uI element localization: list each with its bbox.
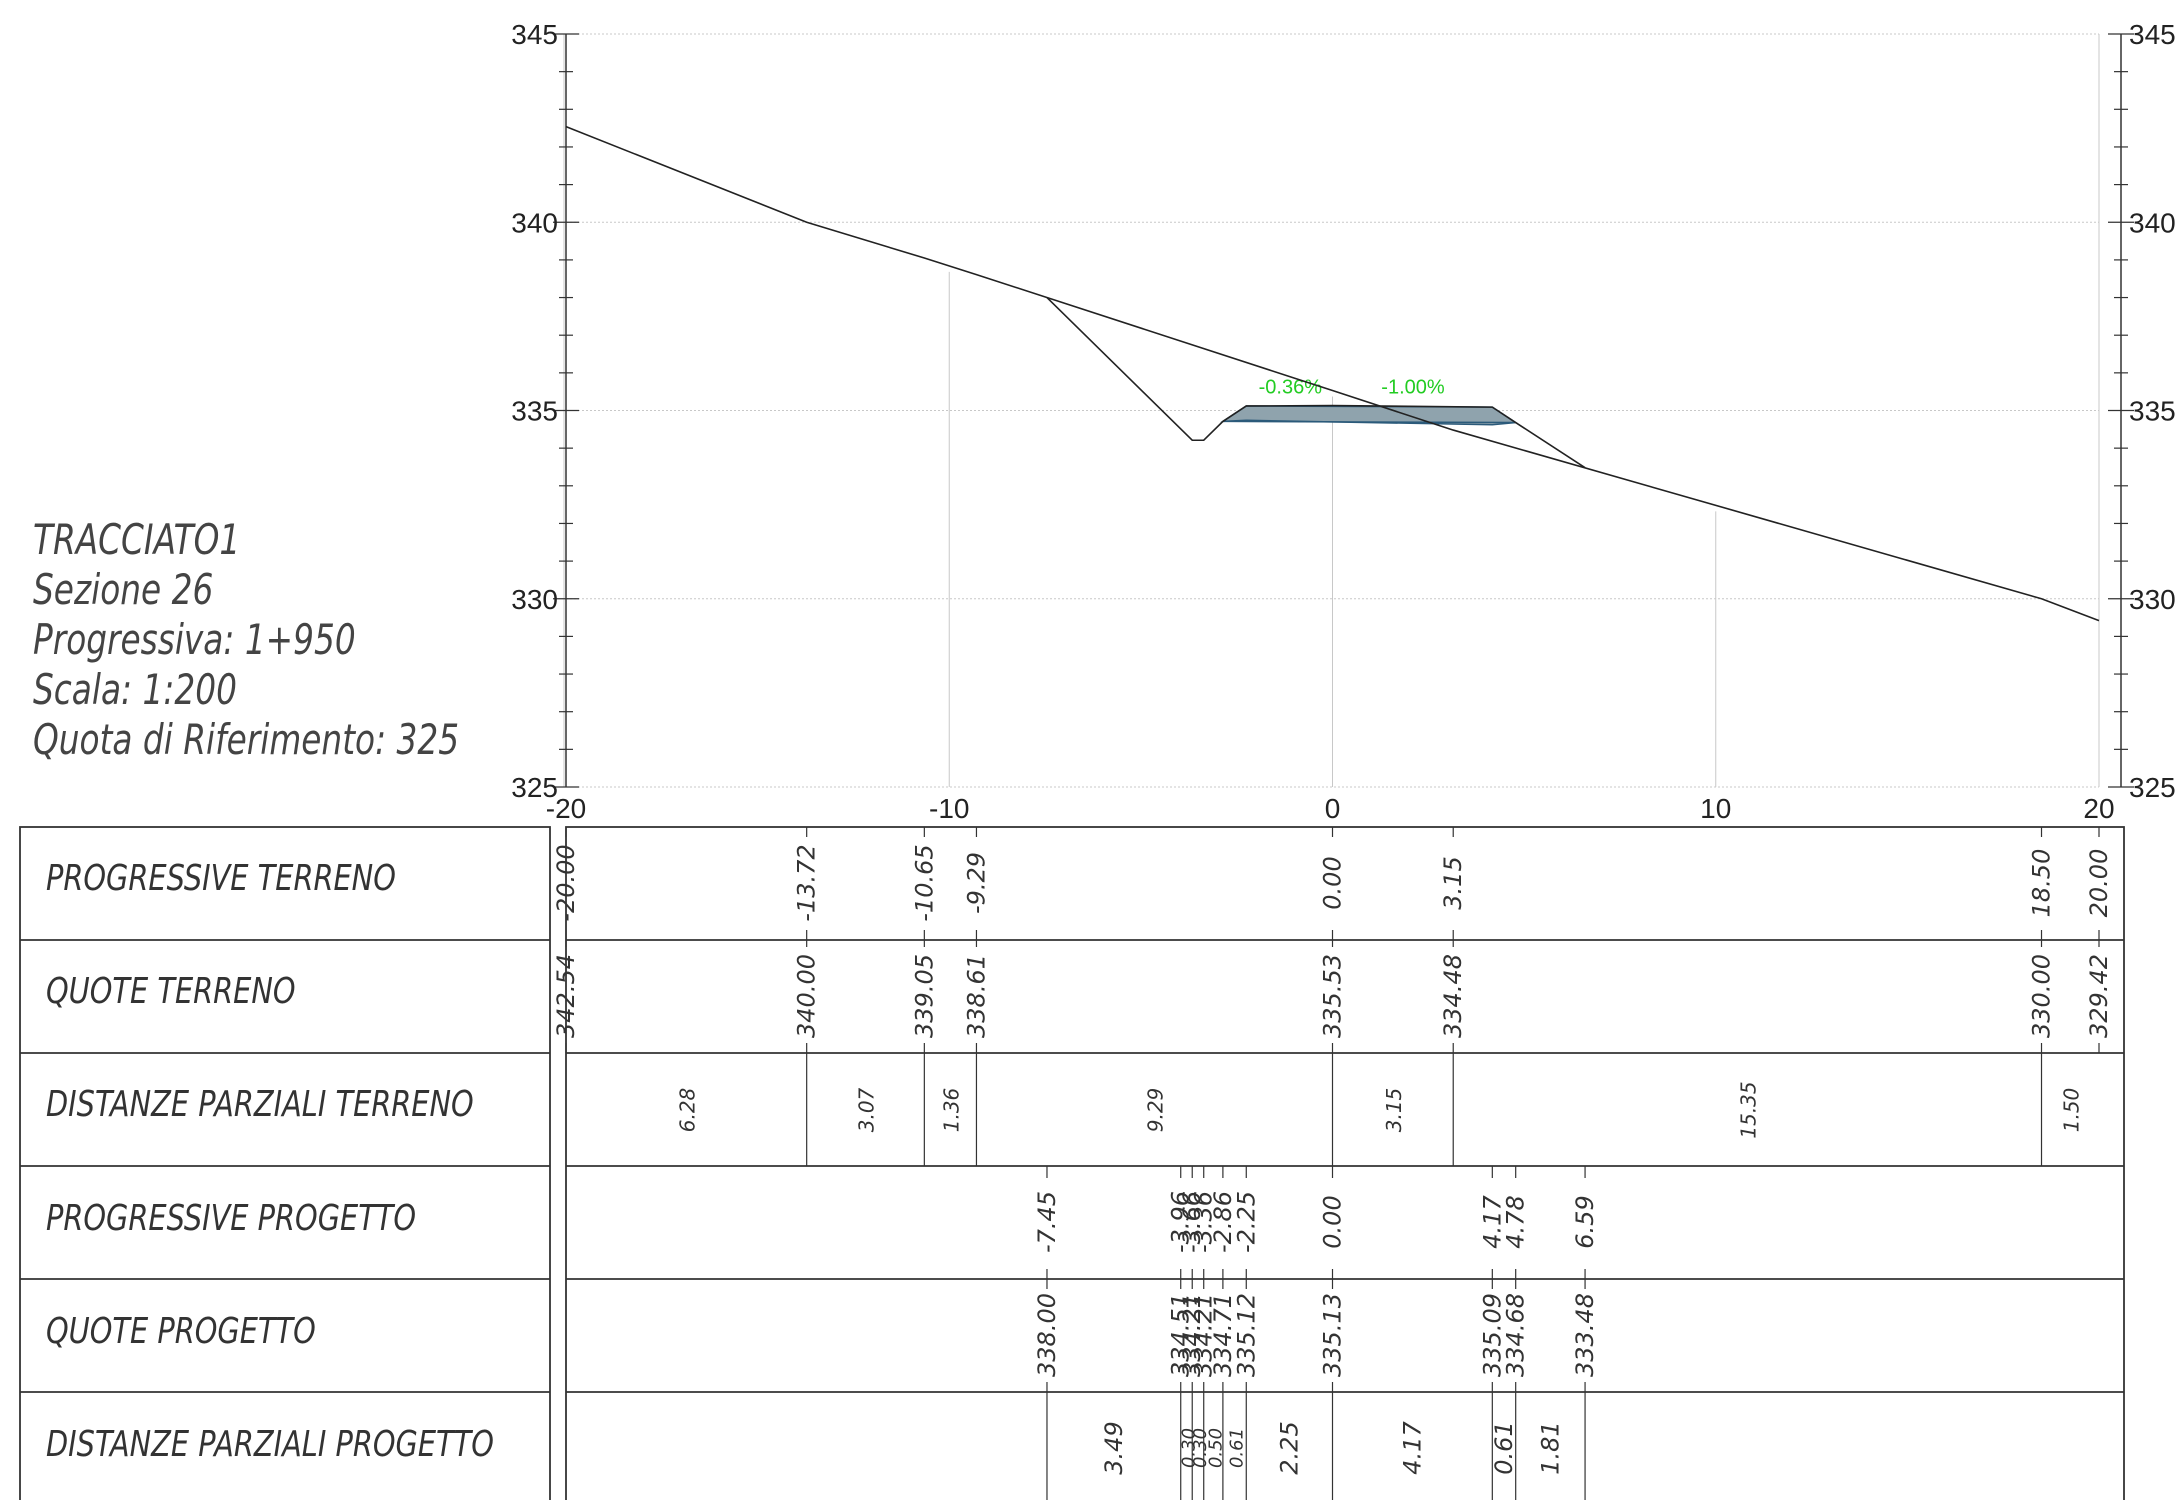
dist-progetto-value: 3.49 (1100, 1421, 1128, 1474)
quote-terreno-value: 335.53 (1319, 954, 1347, 1038)
scale: Scala: 1:200 (33, 665, 237, 714)
row-label-quote-terreno: QUOTE TERRENO (46, 971, 296, 1012)
y-tick-label-left: 325 (511, 772, 558, 803)
quote-terreno-value: 340.00 (793, 954, 821, 1038)
dist-terreno-value: 3.07 (855, 1087, 879, 1132)
data-table: -20.00 342.54 -13.72 340.00 -10.65 339.05 -9.2… (19, 826, 2125, 1500)
prog-terreno-value: 3.15 (1439, 856, 1467, 909)
label-box (19, 826, 551, 1500)
prog-progetto-value: 0.00 (1319, 1195, 1347, 1248)
prog-progetto-value: -2.25 (1232, 1191, 1260, 1253)
quote-progetto-value: 333.48 (1571, 1293, 1599, 1377)
quote-terreno-value: 329.42 (2085, 954, 2113, 1038)
dist-terreno-value: 6.28 (675, 1088, 699, 1133)
dist-progetto-value: 0.30 (1190, 1428, 1211, 1468)
prog-terreno-value: 0.00 (1319, 856, 1347, 909)
title-tracciato: TRACCIATO1 (33, 515, 241, 564)
section-number: Sezione 26 (33, 565, 214, 614)
quote-terreno-value: 338.61 (962, 954, 990, 1038)
y-tick-label-right: 325 (2129, 772, 2176, 803)
quote-progetto-value: 334.71 (1209, 1293, 1237, 1377)
y-tick-label-right: 345 (2129, 19, 2176, 50)
dist-terreno-value: 9.29 (1143, 1088, 1167, 1133)
reference-elevation: Quota di Riferimento: 325 (33, 715, 460, 764)
row-label-prog-progetto: PROGRESSIVE PROGETTO (46, 1198, 417, 1239)
prog-progetto-value: -2.86 (1209, 1191, 1237, 1253)
quote-terreno-value: 334.48 (1439, 954, 1467, 1038)
dist-progetto-value: 1.81 (1536, 1421, 1564, 1474)
prog-progetto-value: 4.78 (1502, 1195, 1530, 1248)
x-tick-label: -20 (546, 793, 586, 824)
dist-progetto-value: 0.61 (1490, 1421, 1518, 1474)
dist-terreno-value: 1.36 (939, 1088, 963, 1133)
x-tick-label: 20 (2083, 793, 2114, 824)
x-tick-label: 0 (1325, 793, 1341, 824)
quote-progetto-value: 334.21 (1190, 1293, 1218, 1377)
y-tick-label-left: 335 (511, 396, 558, 427)
road-subgrade-line (1222, 420, 1516, 424)
progressiva: Progressiva: 1+950 (33, 615, 356, 664)
quote-progetto-value: 334.68 (1502, 1293, 1530, 1377)
dist-terreno-value: 3.15 (1382, 1088, 1406, 1133)
prog-progetto-value: 4.17 (1478, 1195, 1506, 1249)
slope-label-left: -0.36% (1259, 377, 1323, 399)
prog-terreno-value: -13.72 (793, 844, 821, 921)
project-profile (1046, 296, 1586, 469)
quote-progetto-value: 335.13 (1319, 1293, 1347, 1377)
terrain-profile (565, 125, 2100, 622)
quote-terreno-value: 339.05 (910, 954, 938, 1038)
prog-terreno-value: -9.29 (962, 852, 990, 914)
quote-progetto-value: 334.21 (1178, 1293, 1206, 1377)
quote-progetto-value: 338.00 (1033, 1293, 1061, 1377)
prog-terreno-value: -20.00 (552, 844, 580, 921)
row-label-prog-terreno: PROGRESSIVE TERRENO (46, 858, 396, 899)
prog-terreno-value: 20.00 (2085, 849, 2113, 918)
y-tick-label-right: 335 (2129, 396, 2176, 427)
y-tick-label-left: 345 (511, 19, 558, 50)
y-tick-label-right: 330 (2129, 584, 2176, 615)
prog-progetto-value: -3.96 (1167, 1191, 1195, 1253)
quote-progetto-value: 335.09 (1478, 1293, 1506, 1377)
data-box (565, 826, 2125, 1500)
x-tick-label: -10 (929, 793, 969, 824)
row-label-quote-progetto: QUOTE PROGETTO (46, 1311, 316, 1352)
quote-progetto-value: 334.51 (1167, 1293, 1195, 1377)
chart-axes: 325 325 330 330 335 335 340 340 345 345 -20 -10 0 10 2… (511, 19, 2175, 824)
dist-progetto-value: 0.30 (1178, 1428, 1199, 1468)
slope-label-right: -1.00% (1381, 377, 1445, 399)
prog-progetto-value: -3.66 (1178, 1191, 1206, 1253)
dist-progetto-value: 4.17 (1398, 1421, 1426, 1475)
dist-progetto-value: 0.61 (1227, 1428, 1248, 1468)
y-tick-label-right: 340 (2129, 207, 2176, 238)
prog-progetto-value: 6.59 (1571, 1195, 1599, 1248)
quote-progetto-value: 335.12 (1232, 1293, 1260, 1377)
dist-terreno-value: 15.35 (1736, 1081, 1760, 1138)
dist-progetto-value: 0.50 (1205, 1428, 1226, 1468)
prog-terreno-value: -10.65 (910, 844, 938, 921)
x-tick-label: 10 (1700, 793, 1731, 824)
y-tick-label-left: 330 (511, 584, 558, 615)
row-label-dist-progetto: DISTANZE PARZIALI PROGETTO (46, 1424, 494, 1465)
terrain-line (565, 125, 2100, 622)
prog-terreno-value: 18.50 (2028, 849, 2056, 918)
road-section: -0.36% -1.00% (1046, 296, 1586, 469)
quote-terreno-value: 342.54 (552, 954, 580, 1038)
prog-progetto-value: -3.36 (1190, 1191, 1218, 1253)
row-label-dist-terreno: DISTANZE PARZIALI TERRENO (46, 1084, 474, 1125)
y-tick-label-left: 340 (511, 207, 558, 238)
prog-progetto-value: -7.45 (1033, 1191, 1061, 1253)
dist-terreno-value: 1.50 (2059, 1088, 2083, 1133)
dist-progetto-value: 2.25 (1275, 1421, 1303, 1474)
quote-terreno-value: 330.00 (2028, 954, 2056, 1038)
